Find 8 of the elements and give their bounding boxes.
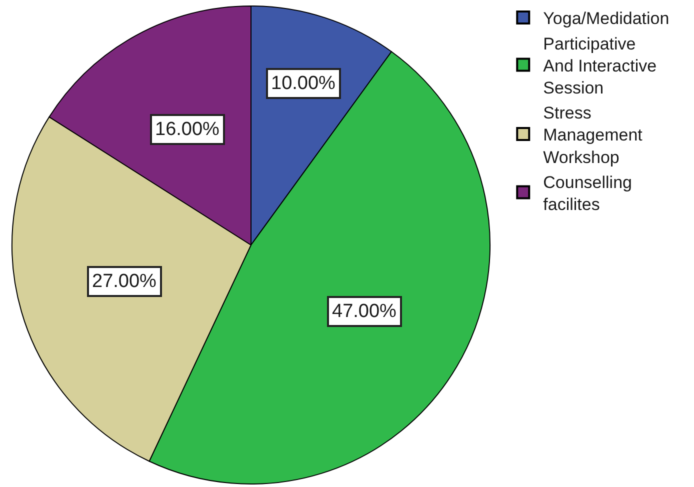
legend-label: Participative And Interactive Session (543, 34, 657, 98)
legend-label: Yoga/Medidation (543, 9, 670, 28)
data-label: 16.00% (155, 119, 220, 140)
data-label: 10.00% (271, 73, 336, 94)
legend-label: Counselling facilites (543, 172, 632, 214)
data-label: 47.00% (332, 301, 397, 322)
data-label: 27.00% (92, 271, 157, 292)
legend-label: Stress Management Workshop (543, 104, 643, 167)
